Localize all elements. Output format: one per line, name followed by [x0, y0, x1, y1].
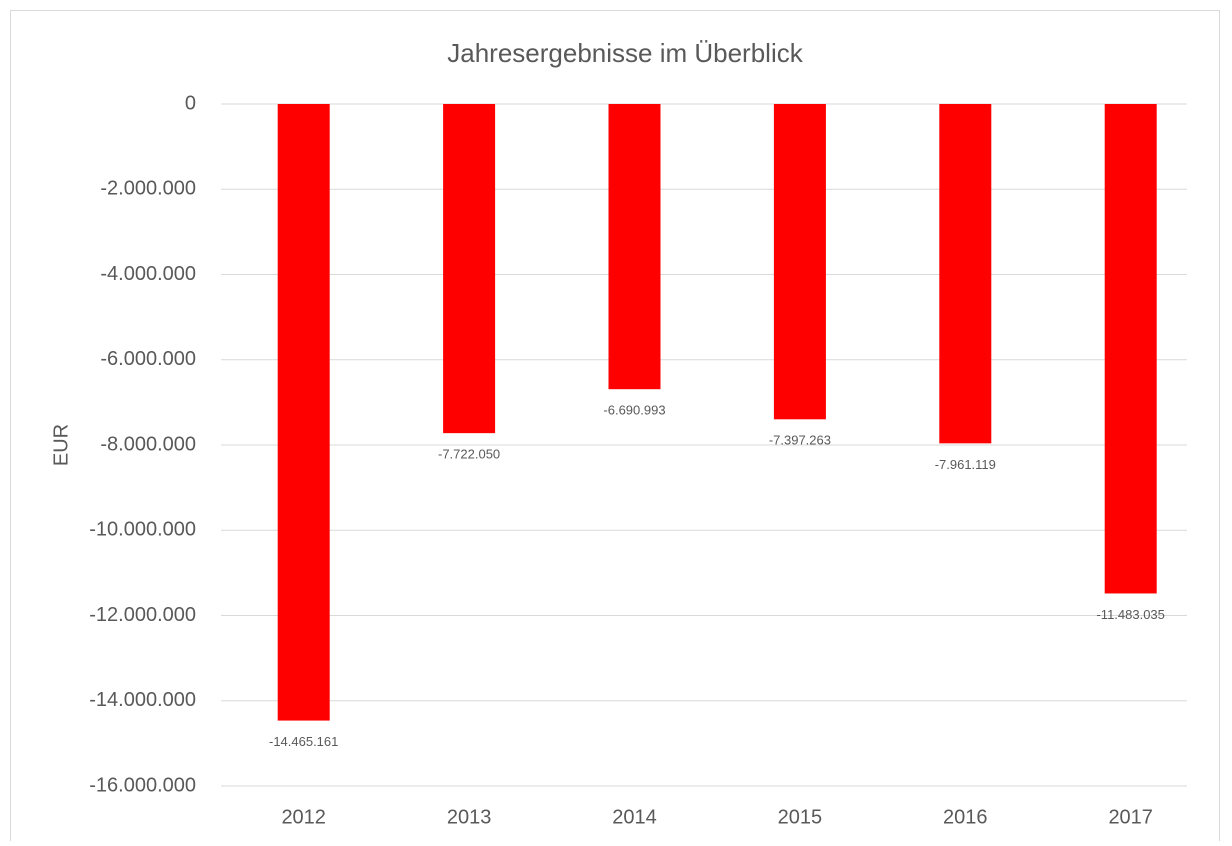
y-tick-label: -8.000.000: [100, 433, 196, 455]
y-tick-label: -2.000.000: [100, 178, 196, 200]
data-label: -11.483.035: [1096, 607, 1164, 622]
x-tick-label: 2014: [612, 806, 657, 828]
x-tick-label: 2017: [1108, 806, 1153, 828]
y-tick-label: -10.000.000: [89, 519, 196, 541]
y-tick-label: -12.000.000: [89, 604, 196, 626]
bar: [939, 104, 992, 444]
y-tick-label: -16.000.000: [89, 774, 196, 796]
bar: [773, 104, 826, 420]
chart-title: Jahresergebnisse im Überblick: [447, 38, 803, 68]
y-tick-label: -4.000.000: [100, 263, 196, 285]
bar: [443, 104, 496, 434]
x-tick-label: 2015: [778, 806, 823, 828]
data-label: -7.397.263: [769, 433, 831, 448]
data-label: -7.722.050: [438, 447, 500, 462]
data-label: -7.961.119: [935, 457, 996, 472]
bar: [608, 104, 661, 390]
x-tick-label: 2013: [447, 806, 492, 828]
y-tick-label: 0: [185, 92, 196, 114]
y-tick-label: -6.000.000: [100, 348, 196, 370]
data-label: -6.690.993: [603, 403, 665, 418]
y-tick-label: -14.000.000: [89, 689, 196, 711]
bar: [277, 104, 330, 721]
bar: [1104, 104, 1157, 594]
x-tick-label: 2016: [943, 806, 988, 828]
y-axis-label: EUR: [50, 424, 72, 466]
x-tick-label: 2012: [281, 806, 326, 828]
data-label: -14.465.161: [269, 734, 338, 749]
